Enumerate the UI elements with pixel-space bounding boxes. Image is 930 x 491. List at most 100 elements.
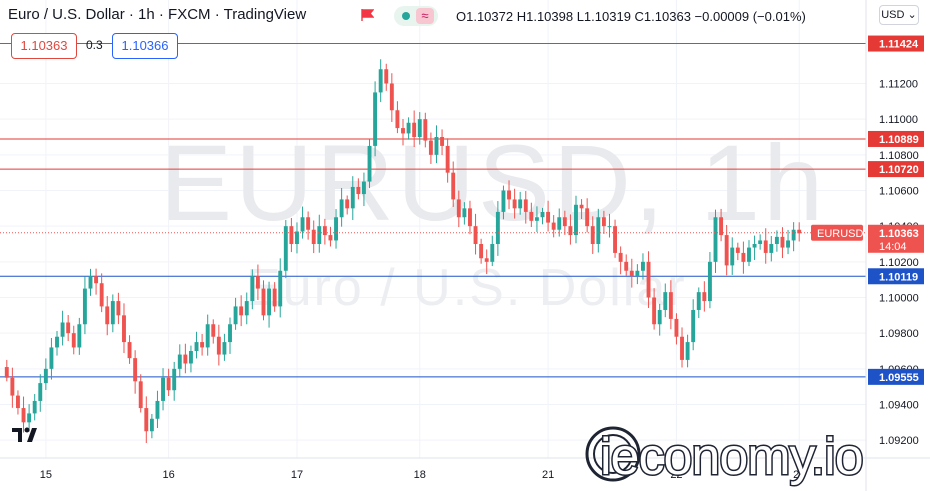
candle xyxy=(110,301,115,325)
candle xyxy=(55,336,59,348)
candle xyxy=(166,377,171,391)
candle xyxy=(350,186,355,209)
candle xyxy=(417,119,422,137)
candle xyxy=(551,222,556,230)
candle xyxy=(155,400,160,419)
candle xyxy=(674,318,679,337)
candle xyxy=(568,226,573,236)
level-tag xyxy=(868,268,924,285)
candle xyxy=(127,342,132,359)
x-tick-label: 22 xyxy=(670,469,682,481)
candle xyxy=(507,190,511,200)
buy-button[interactable]: 1.10366 xyxy=(112,33,178,59)
candle xyxy=(94,276,99,284)
candle xyxy=(272,288,277,307)
candle xyxy=(345,199,350,209)
candle xyxy=(607,226,612,228)
candle xyxy=(261,288,266,316)
candle xyxy=(43,368,48,384)
candle xyxy=(585,208,590,227)
candle xyxy=(10,377,15,396)
y-tick-label: 1.09200 xyxy=(879,435,919,447)
candle xyxy=(77,324,82,348)
candle xyxy=(546,211,551,223)
candle xyxy=(194,342,199,351)
candle xyxy=(133,358,138,382)
candle xyxy=(752,244,757,248)
y-tick-label: 1.10000 xyxy=(879,293,919,305)
candle xyxy=(574,204,578,236)
candle xyxy=(529,211,534,221)
candle xyxy=(328,235,333,241)
market-status-pill[interactable]: ≈ xyxy=(394,6,438,26)
candle xyxy=(719,217,724,236)
candle xyxy=(663,292,668,310)
level-tag xyxy=(868,35,924,52)
tradingview-logo-icon xyxy=(12,427,37,442)
x-tick-label: 23 xyxy=(793,469,805,481)
candle xyxy=(579,204,584,209)
candle xyxy=(479,244,484,259)
candle xyxy=(501,190,506,212)
currency-selector[interactable]: USD ⌄ xyxy=(879,5,919,25)
candle xyxy=(32,400,37,414)
candle xyxy=(445,145,450,173)
ohlc-values: O1.10372 H1.10398 L1.10319 C1.10363 −0.0… xyxy=(456,9,806,24)
candle xyxy=(797,229,802,234)
candle xyxy=(21,408,26,423)
candle xyxy=(534,217,539,221)
candle xyxy=(473,226,478,244)
candle xyxy=(15,395,20,409)
candle xyxy=(289,226,294,244)
flag-icon[interactable] xyxy=(361,9,374,21)
candle xyxy=(629,270,634,277)
candle xyxy=(356,186,361,195)
candle xyxy=(82,288,87,325)
candle xyxy=(668,292,673,319)
candle xyxy=(707,261,712,302)
sell-button[interactable]: 1.10363 xyxy=(11,33,77,59)
candle xyxy=(172,368,177,391)
candle xyxy=(361,181,366,195)
candle xyxy=(696,292,701,310)
level-label: 1.09555 xyxy=(879,372,919,384)
candle xyxy=(646,261,651,298)
candle xyxy=(691,309,696,343)
brand-logo-icon xyxy=(585,426,641,482)
symbol-title[interactable]: Euro / U.S. Dollar · 1h · FXCM · Trading… xyxy=(8,6,307,23)
candle xyxy=(71,333,76,348)
candle xyxy=(702,292,707,302)
candle xyxy=(255,276,260,289)
candle xyxy=(685,342,690,360)
x-tick-label: 21 xyxy=(542,469,554,481)
y-tick-label: 1.10600 xyxy=(879,186,919,198)
candle xyxy=(188,351,193,364)
candle xyxy=(395,110,400,129)
candle xyxy=(205,324,210,348)
level-label: 1.10720 xyxy=(879,164,919,176)
candle xyxy=(596,217,601,244)
candle xyxy=(283,226,288,271)
y-tick-label: 1.10800 xyxy=(879,150,919,162)
candle xyxy=(618,252,623,262)
x-tick-label: 18 xyxy=(414,469,426,481)
candle xyxy=(440,137,445,146)
candle xyxy=(267,288,272,316)
candle xyxy=(239,306,244,316)
candle xyxy=(562,217,567,227)
candle xyxy=(401,128,405,134)
candle xyxy=(451,172,456,200)
candle xyxy=(300,217,305,232)
y-tick-label: 1.11200 xyxy=(879,79,918,91)
last-price-name-tag xyxy=(811,224,863,241)
candle xyxy=(540,211,545,218)
candle xyxy=(105,306,110,325)
time-axis[interactable]: 15 16 17 18 21 22 23 xyxy=(40,469,806,481)
candle xyxy=(88,276,93,289)
candle xyxy=(373,92,378,146)
candle xyxy=(222,342,227,355)
candle xyxy=(780,236,785,248)
brand-text: ieconomy.io xyxy=(600,428,863,486)
level-tag xyxy=(868,161,924,178)
